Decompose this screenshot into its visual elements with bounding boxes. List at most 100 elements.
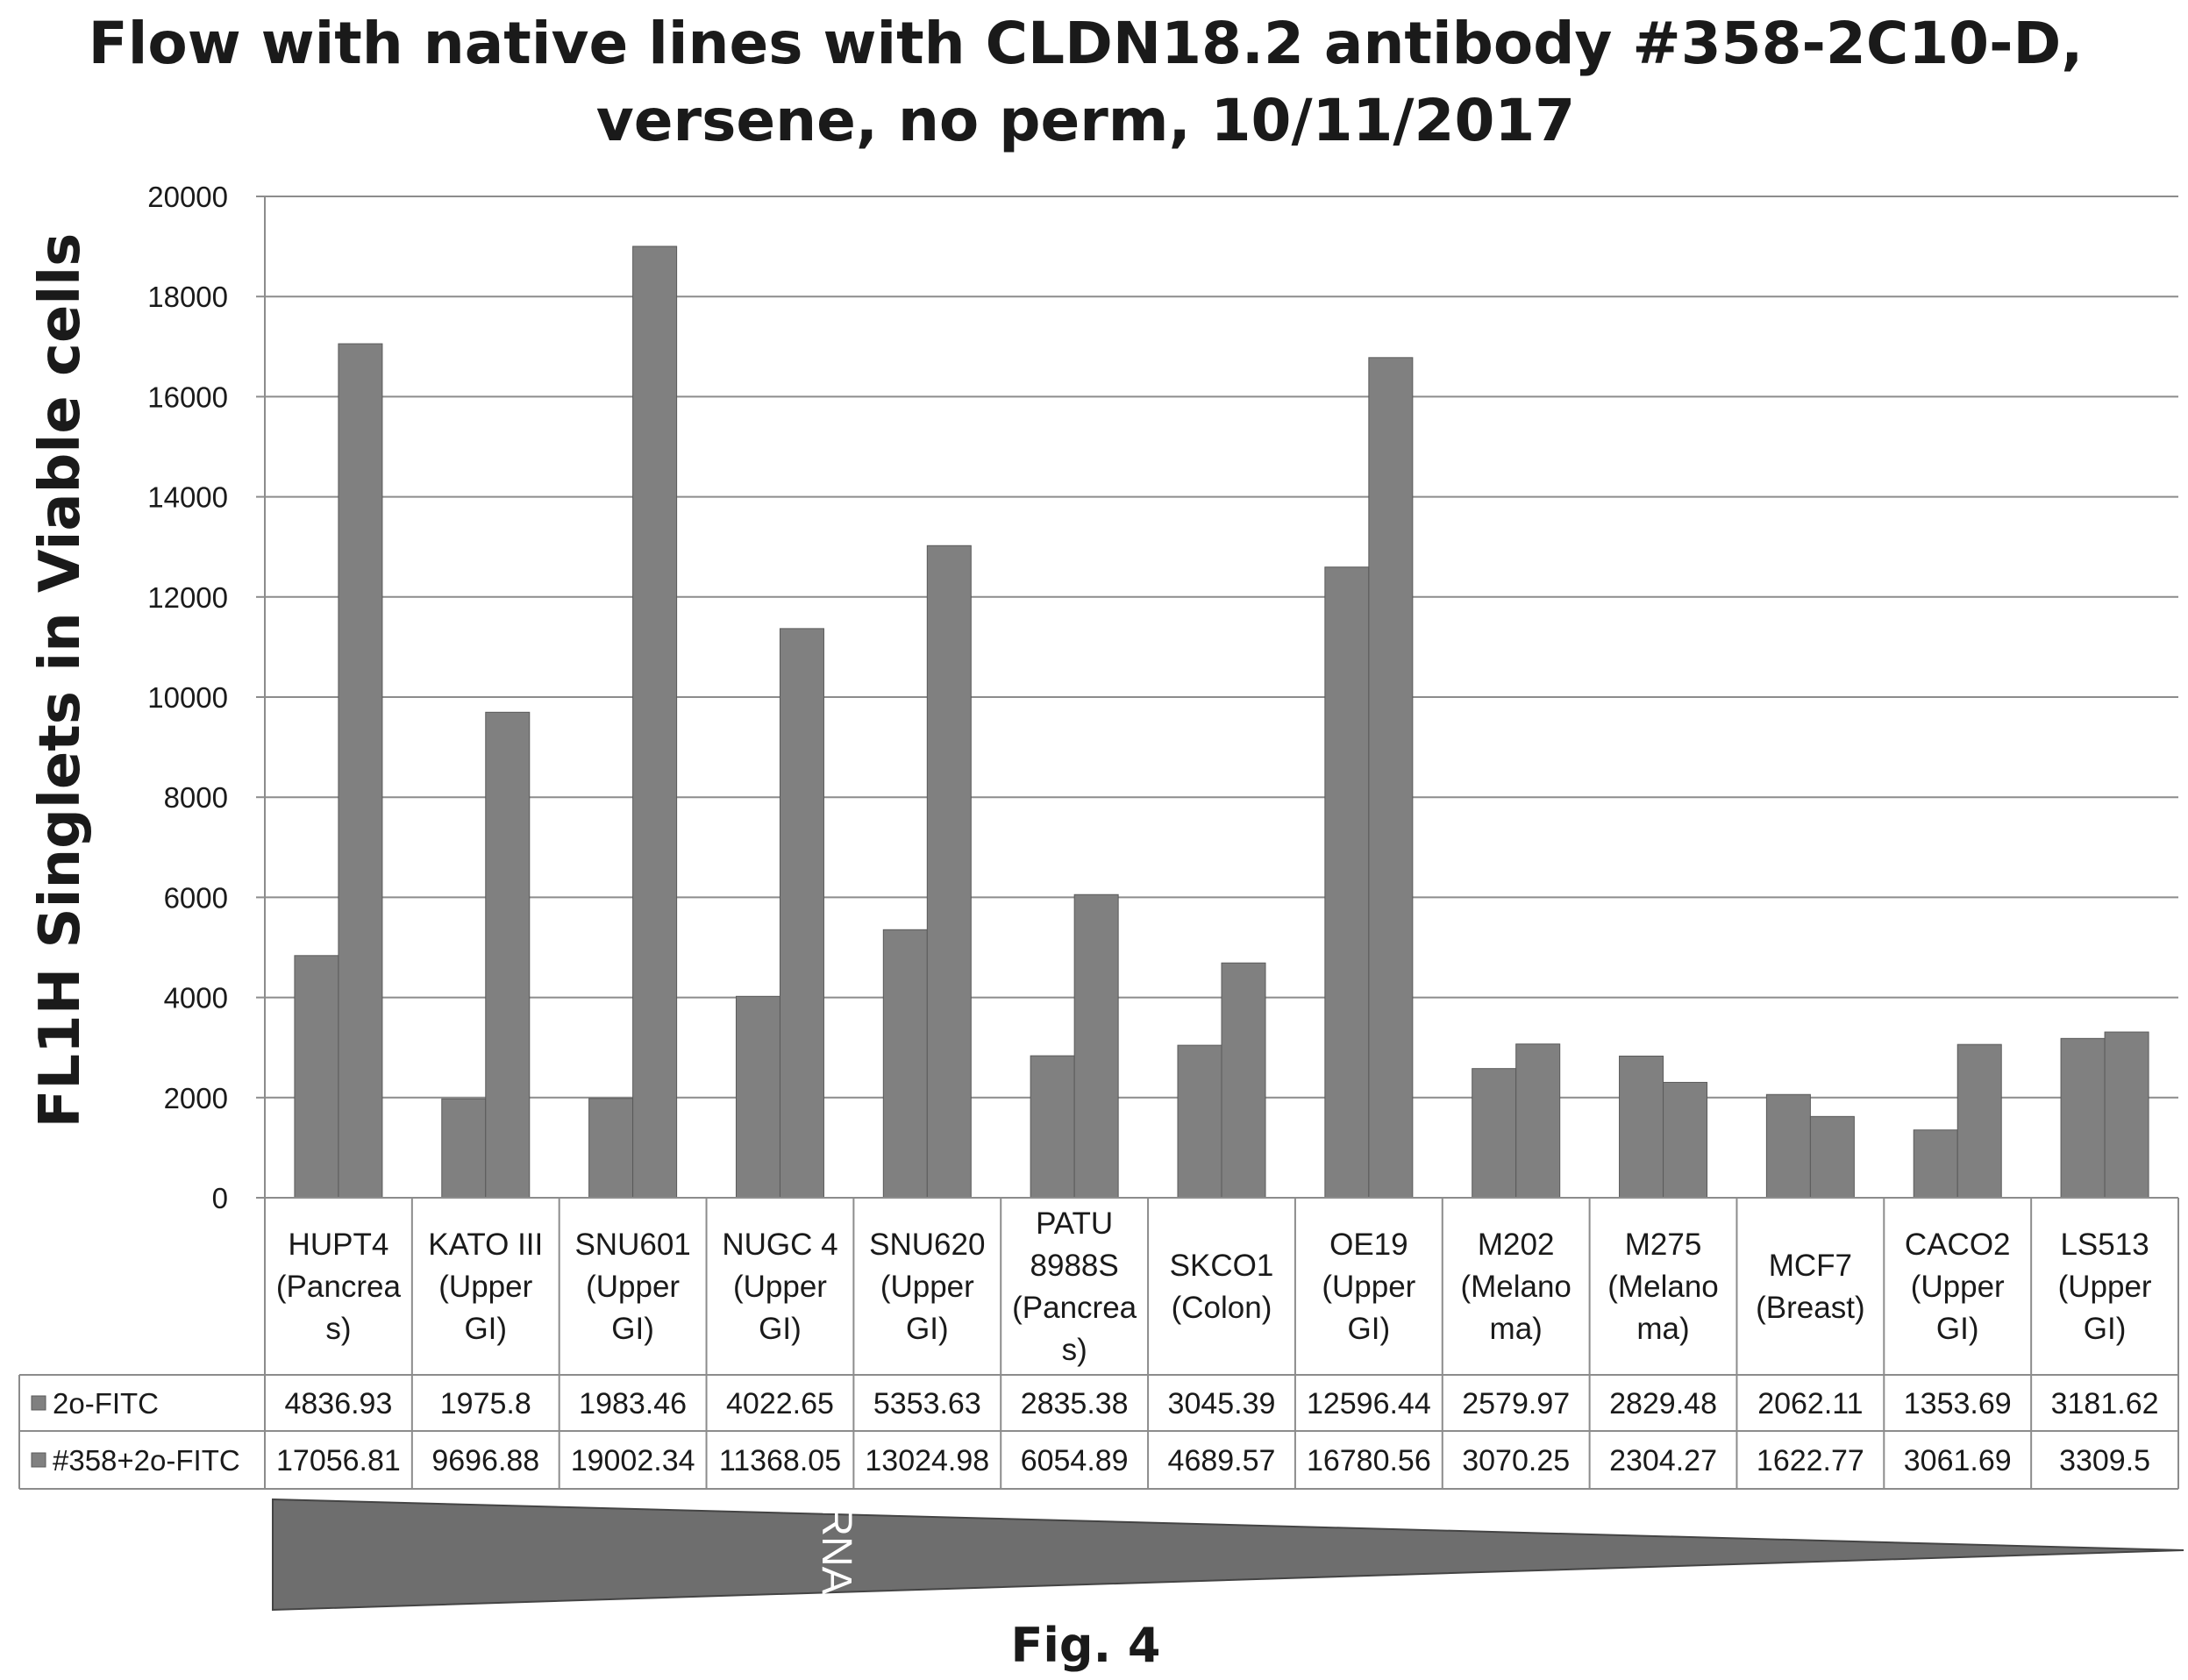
rna-wedge: RNA bbox=[272, 1498, 2184, 1612]
category-label: GI) bbox=[611, 1312, 654, 1346]
data-table-cell: 5353.63 bbox=[873, 1387, 981, 1420]
bar-series1 bbox=[1765, 1093, 1811, 1199]
bar-series2 bbox=[1221, 962, 1266, 1199]
bar-series2 bbox=[1663, 1081, 1708, 1199]
bar-series2 bbox=[779, 628, 824, 1199]
bar-series1 bbox=[1324, 566, 1370, 1199]
data-table-cell: 2304.27 bbox=[1609, 1444, 1717, 1477]
data-table: HUPT4 (Pancrea s) KATO III (Upper GI) SNU601 (U… bbox=[18, 1197, 2179, 1490]
data-table-cell: 4836.93 bbox=[284, 1387, 392, 1420]
data-table-cell: 2579.97 bbox=[1462, 1387, 1570, 1420]
category-label: OE19 bbox=[1329, 1228, 1408, 1262]
category-label: (Upper bbox=[438, 1270, 532, 1304]
data-table-cell: 3070.25 bbox=[1462, 1444, 1570, 1477]
y-axis-label: FL1H Singlets in Viable cells bbox=[28, 233, 93, 1128]
bar-series2 bbox=[1515, 1043, 1561, 1199]
y-tick-label: 18000 bbox=[147, 281, 228, 313]
bar-series2 bbox=[1809, 1115, 1855, 1199]
category-label: (Upper bbox=[1911, 1270, 2005, 1304]
rna-expression-wedge bbox=[272, 1498, 2184, 1612]
data-table-cell: 3061.69 bbox=[1904, 1444, 2012, 1477]
category-label: (Pancrea bbox=[276, 1270, 402, 1304]
category-label: GI) bbox=[1936, 1312, 1979, 1346]
category-label: LS513 bbox=[2060, 1228, 2149, 1262]
bar-series1 bbox=[1913, 1129, 1958, 1199]
bar-series1 bbox=[441, 1098, 487, 1199]
data-table-cell: 3309.5 bbox=[2059, 1444, 2150, 1477]
category-label: MCF7 bbox=[1769, 1249, 1852, 1283]
y-tick-label: 8000 bbox=[164, 781, 228, 814]
category-label: SNU620 bbox=[869, 1228, 985, 1262]
category-label: M275 bbox=[1625, 1228, 1702, 1262]
category-label: GI) bbox=[1348, 1312, 1391, 1346]
y-tick-label: 12000 bbox=[147, 581, 228, 614]
category-label: CACO2 bbox=[1905, 1228, 2011, 1262]
category-label: (Melano bbox=[1607, 1270, 1718, 1304]
y-tick-label: 6000 bbox=[164, 881, 228, 914]
legend-key-series2 bbox=[31, 1452, 46, 1468]
rna-wedge-label: RNA bbox=[813, 1506, 859, 1594]
category-label: (Breast) bbox=[1756, 1291, 1864, 1325]
data-table-cell: 3045.39 bbox=[1168, 1387, 1276, 1420]
bar-series1 bbox=[1472, 1068, 1517, 1199]
y-tick-label: 4000 bbox=[164, 982, 228, 1014]
data-table-cell: 9696.88 bbox=[431, 1444, 539, 1477]
bar-series1 bbox=[1030, 1055, 1075, 1199]
data-table-cell: 12596.44 bbox=[1307, 1387, 1431, 1420]
category-label: GI) bbox=[2084, 1312, 2127, 1346]
data-table-cell: 3181.62 bbox=[2051, 1387, 2159, 1420]
legend-label: #358+2o-FITC bbox=[53, 1444, 240, 1477]
data-table-cell: 4022.65 bbox=[726, 1387, 834, 1420]
bar-series2 bbox=[1368, 357, 1414, 1199]
category-label: (Pancrea bbox=[1012, 1291, 1137, 1325]
data-table-cell: 13024.98 bbox=[865, 1444, 989, 1477]
y-tick-label: 0 bbox=[212, 1182, 228, 1214]
data-table-cell: 1353.69 bbox=[1904, 1387, 2012, 1420]
data-table-cell: 1983.46 bbox=[579, 1387, 687, 1420]
category-label: NUGC 4 bbox=[722, 1228, 837, 1262]
category-label: 8988S bbox=[1030, 1249, 1119, 1283]
category-label: s) bbox=[325, 1312, 351, 1346]
category-label: GI) bbox=[759, 1312, 802, 1346]
y-axis-ticks: 0 2000 4000 6000 8000 10000 12000 14000 16000 180… bbox=[147, 181, 228, 1214]
data-table-cell: 1975.8 bbox=[440, 1387, 531, 1420]
bar-series1 bbox=[294, 955, 339, 1199]
bar-series1 bbox=[1619, 1055, 1664, 1199]
chart-title-line-1: Flow with native lines with CLDN18.2 ant… bbox=[89, 10, 2084, 77]
data-table-cell: 2829.48 bbox=[1609, 1387, 1717, 1420]
category-label: (Upper bbox=[586, 1270, 680, 1304]
y-tick-label: 14000 bbox=[147, 481, 228, 514]
category-label: ma) bbox=[1490, 1312, 1543, 1346]
data-table-cell: 17056.81 bbox=[276, 1444, 401, 1477]
category-label: PATU bbox=[1036, 1207, 1113, 1241]
figure-label: Fig. 4 bbox=[1011, 1618, 1161, 1673]
bar-series1 bbox=[2060, 1037, 2106, 1199]
data-table-cell: 2062.11 bbox=[1757, 1387, 1863, 1420]
bars bbox=[294, 246, 2149, 1199]
bar-series2 bbox=[338, 343, 383, 1199]
category-label: SKCO1 bbox=[1170, 1249, 1274, 1283]
y-tick-label: 10000 bbox=[147, 681, 228, 714]
legend-label: 2o-FITC bbox=[53, 1387, 159, 1420]
category-label: M202 bbox=[1478, 1228, 1555, 1262]
data-table-cell: 6054.89 bbox=[1021, 1444, 1129, 1477]
data-table-cell: 1622.77 bbox=[1757, 1444, 1864, 1477]
y-tick-label: 2000 bbox=[164, 1082, 228, 1114]
category-label: ma) bbox=[1636, 1312, 1689, 1346]
bar-series1 bbox=[735, 995, 780, 1199]
category-label: (Upper bbox=[1322, 1270, 1415, 1304]
data-table-cell: 4689.57 bbox=[1168, 1444, 1276, 1477]
category-label: GI) bbox=[906, 1312, 949, 1346]
bar-series2 bbox=[1956, 1043, 2002, 1199]
data-table-cell: 2835.38 bbox=[1021, 1387, 1129, 1420]
bar-series2 bbox=[485, 711, 531, 1199]
category-label: (Upper bbox=[2058, 1270, 2152, 1304]
category-label: (Upper bbox=[733, 1270, 827, 1304]
chart-title-line-2: versene, no perm, 10/11/2017 bbox=[596, 87, 1575, 154]
y-tick-label: 16000 bbox=[147, 381, 228, 413]
legend-key-series1 bbox=[31, 1395, 46, 1411]
bar-series2 bbox=[632, 246, 678, 1199]
data-table-cell: 11368.05 bbox=[719, 1444, 841, 1477]
bar-series2 bbox=[926, 545, 972, 1199]
